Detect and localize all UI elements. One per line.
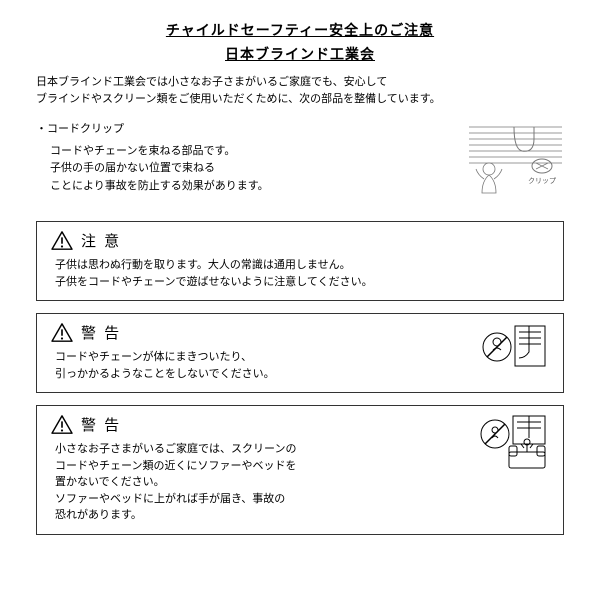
intro-text: 日本ブラインド工業会では小さなお子さまがいるご家庭でも、安心して ブラインドやス… xyxy=(24,74,576,107)
caution-line2: 子供をコードやチェーンで遊ばせないように注意してください。 xyxy=(55,274,549,291)
cord-clip-section: ・コードクリップ コードやチェーンを束ねる部品です。 子供の手の届かない位置で束… xyxy=(24,121,576,201)
caution-content: 注 意 子供は思わぬ行動を取ります。大人の常識は通用しません。 子供をコードやチ… xyxy=(51,230,549,290)
caution-label: 注 意 xyxy=(81,230,121,251)
warning-box-2: 警 告 小さなお子さまがいるご家庭では、スクリーンの コードやチェーン類の近くに… xyxy=(36,405,564,535)
warning1-content: 警 告 コードやチェーンが体にまきついたり、 引っかかるようなことをしないでくだ… xyxy=(51,322,467,382)
caution-line1: 子供は思わぬ行動を取ります。大人の常識は通用しません。 xyxy=(55,257,549,274)
warning2-line4: ソファーやベッドに上がれば手が届き、事故の xyxy=(55,491,467,508)
warning1-line2: 引っかかるようなことをしないでください。 xyxy=(55,366,467,383)
cord-line3: ことにより事故を防止する効果があります。 xyxy=(50,178,394,196)
warning1-line1: コードやチェーンが体にまきついたり、 xyxy=(55,349,467,366)
subtitle: 日本ブラインド工業会 xyxy=(24,44,576,64)
intro-line2: ブラインドやスクリーン類をご使用いただくために、次の部品を整備しています。 xyxy=(36,91,564,108)
warning2-label: 警 告 xyxy=(81,414,121,435)
warning2-line3: 置かないでください。 xyxy=(55,474,467,491)
cord-text: ・コードクリップ コードやチェーンを束ねる部品です。 子供の手の届かない位置で束… xyxy=(36,121,394,201)
warning-box-1: 警 告 コードやチェーンが体にまきついたり、 引っかかるようなことをしないでくだ… xyxy=(36,313,564,393)
cord-line2: 子供の手の届かない位置で束ねる xyxy=(50,160,394,178)
cord-line1: コードやチェーンを束ねる部品です。 xyxy=(50,143,394,161)
warning1-label: 警 告 xyxy=(81,322,121,343)
cord-illustration: クリップ xyxy=(414,121,564,201)
warning2-body: 小さなお子さまがいるご家庭では、スクリーンの コードやチェーン類の近くにソファー… xyxy=(51,441,467,524)
cord-body: コードやチェーンを束ねる部品です。 子供の手の届かない位置で束ねる ことにより事… xyxy=(36,143,394,196)
cord-heading: ・コードクリップ xyxy=(36,121,394,139)
main-title: チャイルドセーフティー安全上のご注意 xyxy=(24,20,576,40)
warning2-content: 警 告 小さなお子さまがいるご家庭では、スクリーンの コードやチェーン類の近くに… xyxy=(51,414,467,524)
warning1-prohibition-icon xyxy=(479,322,549,372)
warning1-header: 警 告 xyxy=(51,322,467,343)
warning-triangle-icon xyxy=(51,323,73,343)
warning2-line5: 恐れがあります。 xyxy=(55,507,467,524)
warning2-prohibition-icon xyxy=(479,414,549,474)
warning2-line2: コードやチェーン類の近くにソファーやベッドを xyxy=(55,458,467,475)
caution-header: 注 意 xyxy=(51,230,549,251)
warning2-header: 警 告 xyxy=(51,414,467,435)
caution-body: 子供は思わぬ行動を取ります。大人の常識は通用しません。 子供をコードやチェーンで… xyxy=(51,257,549,290)
warning1-body: コードやチェーンが体にまきついたり、 引っかかるようなことをしないでください。 xyxy=(51,349,467,382)
clip-label: クリップ xyxy=(528,177,556,185)
warning-triangle-icon xyxy=(51,415,73,435)
caution-box: 注 意 子供は思わぬ行動を取ります。大人の常識は通用しません。 子供をコードやチ… xyxy=(36,221,564,301)
warning2-line1: 小さなお子さまがいるご家庭では、スクリーンの xyxy=(55,441,467,458)
intro-line1: 日本ブラインド工業会では小さなお子さまがいるご家庭でも、安心して xyxy=(36,74,564,91)
caution-triangle-icon xyxy=(51,231,73,251)
